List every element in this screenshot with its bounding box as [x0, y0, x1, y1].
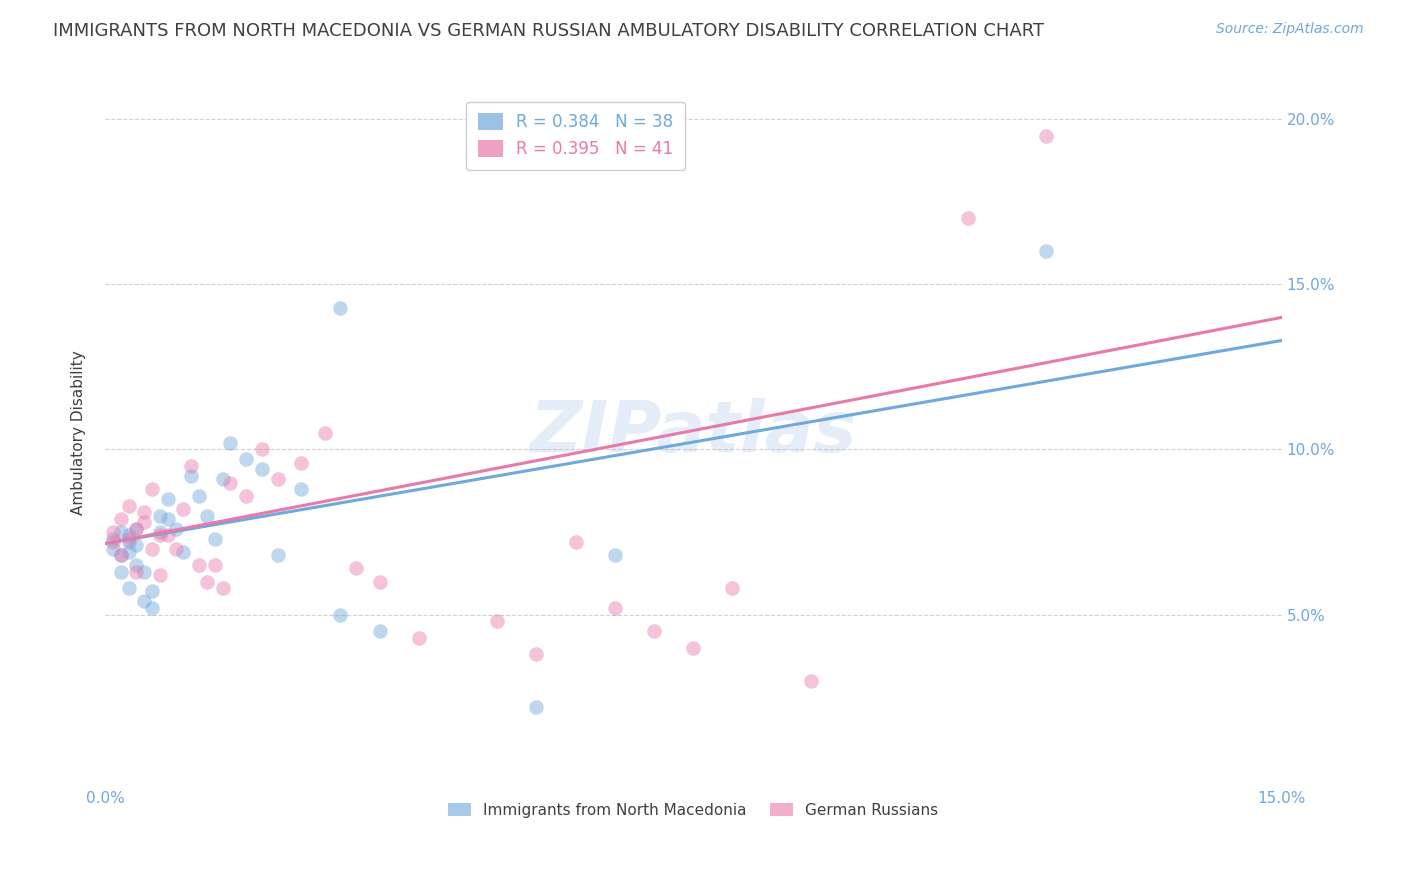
- Point: [141, 482, 163, 496]
- Point: [564, 535, 586, 549]
- Point: [1035, 128, 1057, 143]
- Point: [524, 647, 547, 661]
- Point: [211, 581, 233, 595]
- Point: [235, 489, 257, 503]
- Point: [603, 548, 626, 562]
- Point: [800, 673, 823, 688]
- Point: [117, 532, 139, 546]
- Point: [195, 508, 218, 523]
- Point: [156, 528, 179, 542]
- Text: IMMIGRANTS FROM NORTH MACEDONIA VS GERMAN RUSSIAN AMBULATORY DISABILITY CORRELAT: IMMIGRANTS FROM NORTH MACEDONIA VS GERMA…: [53, 22, 1045, 40]
- Point: [195, 574, 218, 589]
- Point: [188, 558, 211, 572]
- Point: [125, 522, 148, 536]
- Legend: Immigrants from North Macedonia, German Russians: Immigrants from North Macedonia, German …: [443, 797, 945, 824]
- Point: [117, 545, 139, 559]
- Point: [266, 472, 288, 486]
- Point: [141, 601, 163, 615]
- Point: [165, 541, 187, 556]
- Point: [172, 545, 194, 559]
- Point: [329, 301, 352, 315]
- Point: [643, 624, 665, 638]
- Point: [250, 462, 273, 476]
- Point: [368, 624, 391, 638]
- Point: [204, 558, 226, 572]
- Point: [368, 574, 391, 589]
- Point: [117, 535, 139, 549]
- Point: [188, 489, 211, 503]
- Point: [408, 631, 430, 645]
- Point: [1035, 244, 1057, 259]
- Point: [156, 512, 179, 526]
- Point: [266, 548, 288, 562]
- Point: [172, 502, 194, 516]
- Point: [603, 601, 626, 615]
- Point: [110, 548, 132, 562]
- Point: [101, 535, 124, 549]
- Point: [101, 541, 124, 556]
- Point: [486, 614, 509, 628]
- Text: Source: ZipAtlas.com: Source: ZipAtlas.com: [1216, 22, 1364, 37]
- Point: [141, 584, 163, 599]
- Point: [101, 524, 124, 539]
- Point: [344, 561, 367, 575]
- Point: [149, 524, 172, 539]
- Point: [290, 482, 312, 496]
- Point: [314, 425, 336, 440]
- Point: [134, 505, 156, 519]
- Point: [180, 458, 202, 473]
- Point: [290, 456, 312, 470]
- Point: [204, 532, 226, 546]
- Point: [134, 565, 156, 579]
- Point: [110, 512, 132, 526]
- Point: [524, 700, 547, 714]
- Point: [219, 436, 242, 450]
- Point: [235, 452, 257, 467]
- Point: [165, 522, 187, 536]
- Point: [125, 522, 148, 536]
- Point: [134, 594, 156, 608]
- Point: [329, 607, 352, 622]
- Point: [956, 211, 979, 226]
- Point: [101, 532, 124, 546]
- Point: [180, 469, 202, 483]
- Point: [211, 472, 233, 486]
- Y-axis label: Ambulatory Disability: Ambulatory Disability: [72, 351, 86, 516]
- Point: [149, 508, 172, 523]
- Point: [156, 491, 179, 506]
- Point: [110, 565, 132, 579]
- Point: [117, 528, 139, 542]
- Point: [117, 499, 139, 513]
- Point: [125, 565, 148, 579]
- Point: [682, 640, 704, 655]
- Point: [141, 541, 163, 556]
- Point: [219, 475, 242, 490]
- Point: [721, 581, 744, 595]
- Point: [149, 568, 172, 582]
- Point: [117, 581, 139, 595]
- Point: [149, 528, 172, 542]
- Point: [125, 558, 148, 572]
- Text: ZIPatlas: ZIPatlas: [530, 399, 856, 467]
- Point: [134, 515, 156, 529]
- Point: [110, 548, 132, 562]
- Point: [250, 442, 273, 457]
- Point: [110, 524, 132, 539]
- Point: [125, 538, 148, 552]
